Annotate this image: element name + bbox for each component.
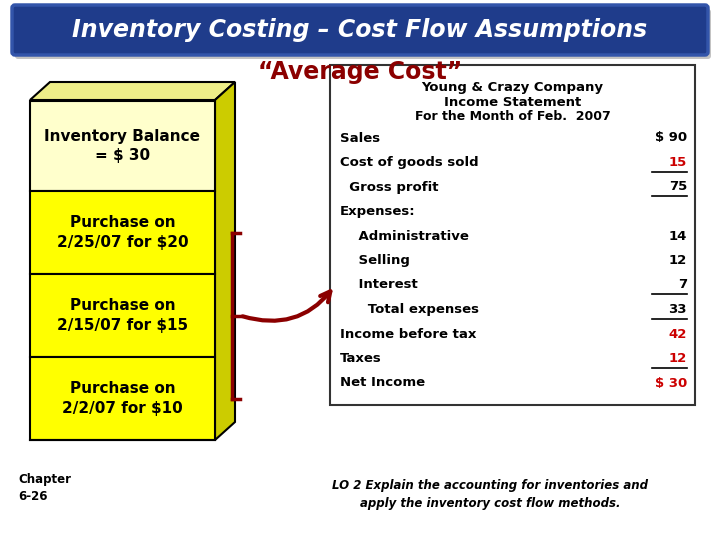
Text: 15: 15	[669, 156, 687, 169]
FancyBboxPatch shape	[15, 9, 711, 59]
Text: Cost of goods sold: Cost of goods sold	[340, 156, 479, 169]
Text: “Average Cost”: “Average Cost”	[258, 60, 462, 84]
Text: Purchase on
2/25/07 for $20: Purchase on 2/25/07 for $20	[57, 215, 189, 250]
Text: 75: 75	[669, 180, 687, 193]
Text: $ 90: $ 90	[655, 132, 687, 145]
FancyBboxPatch shape	[12, 5, 708, 55]
Text: Net Income: Net Income	[340, 376, 425, 389]
Text: Selling: Selling	[340, 254, 410, 267]
Text: For the Month of Feb.  2007: For the Month of Feb. 2007	[415, 110, 611, 123]
Text: LO 2 Explain the accounting for inventories and
apply the inventory cost flow me: LO 2 Explain the accounting for inventor…	[332, 480, 648, 510]
Text: Young & Crazy Company: Young & Crazy Company	[421, 82, 603, 94]
Text: Taxes: Taxes	[340, 352, 382, 365]
Bar	[30, 357, 215, 440]
Polygon shape	[30, 82, 235, 100]
Bar	[330, 65, 695, 405]
Text: Income Statement: Income Statement	[444, 96, 581, 109]
Text: Inventory Balance
= $ 30: Inventory Balance = $ 30	[45, 129, 200, 164]
Text: Income before tax: Income before tax	[340, 327, 477, 341]
Text: Gross profit: Gross profit	[340, 180, 438, 193]
Text: Administrative: Administrative	[340, 230, 469, 242]
Text: Sales: Sales	[340, 132, 380, 145]
Bar	[30, 191, 215, 274]
Polygon shape	[215, 82, 235, 440]
Bar	[30, 101, 215, 191]
Text: Interest: Interest	[340, 279, 418, 292]
Text: 12: 12	[669, 254, 687, 267]
Text: 12: 12	[669, 352, 687, 365]
Text: 42: 42	[669, 327, 687, 341]
Text: Purchase on
2/15/07 for $15: Purchase on 2/15/07 for $15	[57, 298, 188, 333]
Text: Total expenses: Total expenses	[340, 303, 479, 316]
Text: 14: 14	[669, 230, 687, 242]
Text: Purchase on
2/2/07 for $10: Purchase on 2/2/07 for $10	[62, 381, 183, 416]
Text: Expenses:: Expenses:	[340, 205, 415, 218]
Text: $ 30: $ 30	[654, 376, 687, 389]
Text: Inventory Costing – Cost Flow Assumptions: Inventory Costing – Cost Flow Assumption…	[73, 18, 647, 42]
Bar	[30, 274, 215, 357]
Text: Chapter
6-26: Chapter 6-26	[18, 474, 71, 503]
Text: 33: 33	[668, 303, 687, 316]
Text: 7: 7	[678, 279, 687, 292]
